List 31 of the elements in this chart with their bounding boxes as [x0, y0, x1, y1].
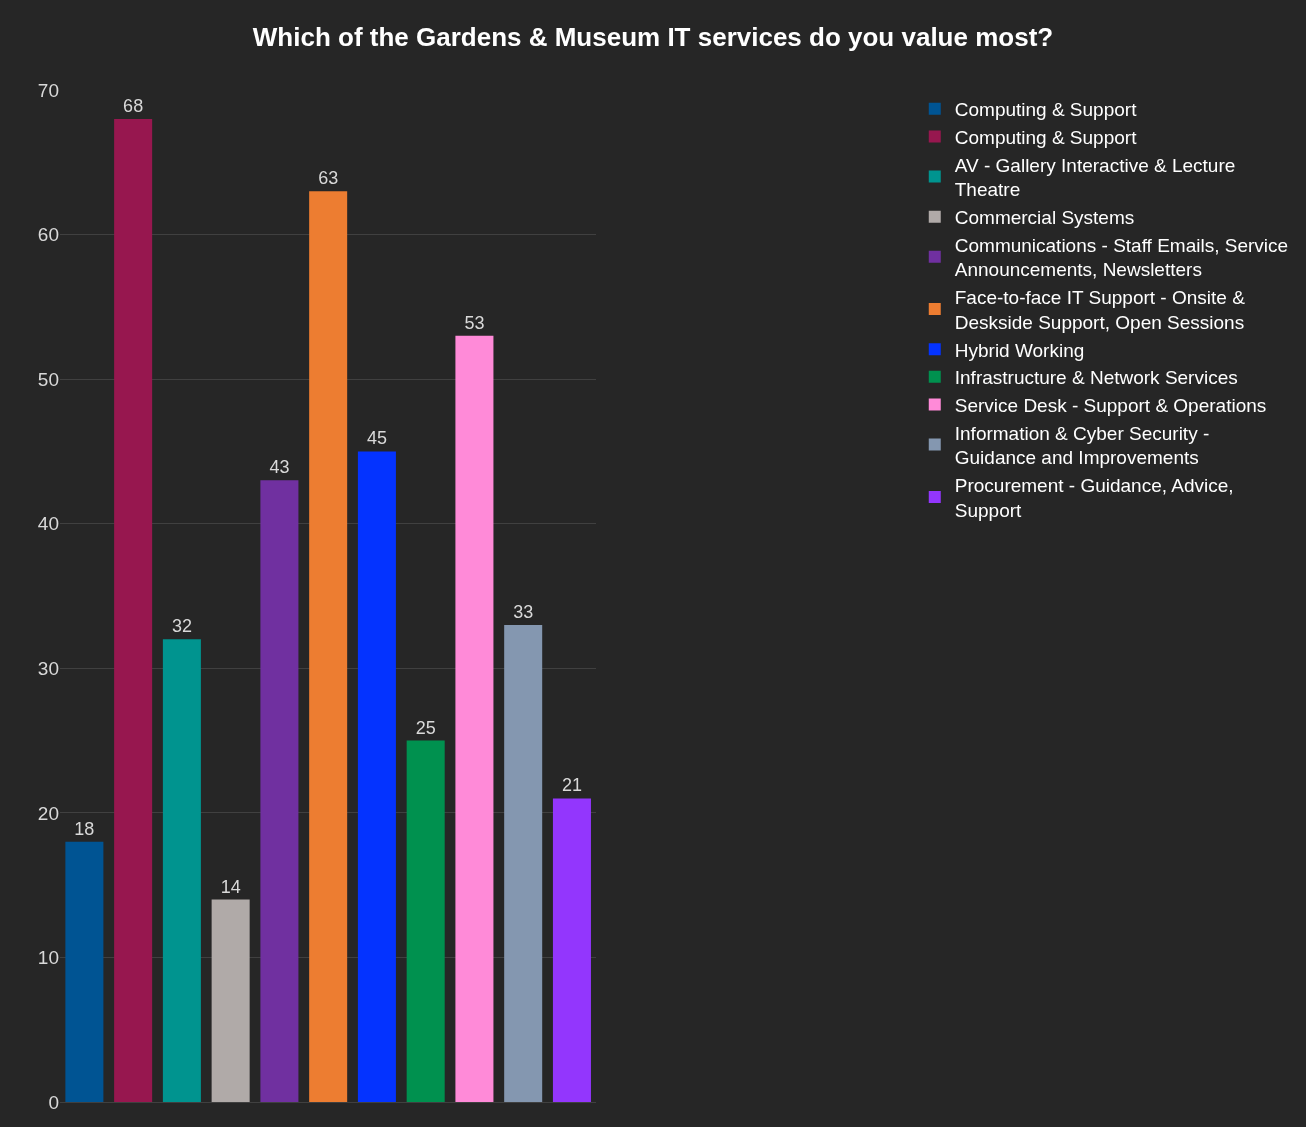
y-tick-label: 20 [37, 802, 59, 824]
data-label: 53 [464, 312, 485, 333]
y-tick-label: 10 [37, 947, 59, 969]
legend-label: Commercial Systems [954, 207, 1135, 229]
y-tick-label: 0 [48, 1091, 59, 1113]
data-label: 68 [123, 95, 144, 116]
y-tick-label: 30 [37, 657, 59, 679]
legend-label: Hybrid Working [954, 339, 1085, 361]
data-label: 45 [366, 428, 387, 449]
legend-label: Infrastructure & Network Services [954, 367, 1238, 389]
legend-label: Communications - Staff Emails, Service Announcements, Newsletters [954, 234, 1289, 281]
text: Which of the Gardens & Museum IT services do you value most? [252, 22, 1054, 53]
data-label: 43 [269, 457, 290, 478]
legend-label: Computing & Support [954, 99, 1138, 121]
legend-label: Information & Cyber Security - Guidance and Improvements [954, 422, 1210, 469]
data-label: 63 [318, 168, 339, 189]
legend-label: Service Desk - Support & Operations [954, 394, 1267, 416]
data-label: 14 [220, 876, 241, 897]
data-label: 33 [513, 601, 534, 622]
data-label: 25 [415, 717, 436, 738]
data-label: 18 [74, 818, 95, 839]
data-label: 21 [561, 775, 582, 796]
y-tick-label: 40 [37, 513, 59, 535]
legend-label: Procurement - Guidance, Advice, Support [954, 475, 1234, 521]
legend-label: AV - Gallery Interactive & Lecture Theatre [954, 154, 1236, 201]
legend-label: Face-to-face IT Support - Onsite & Deskside Support, Open Sessions [954, 287, 1246, 333]
y-tick-label: 50 [37, 368, 59, 390]
legend-label: Computing & Support [954, 126, 1138, 148]
y-tick-label: 70 [37, 79, 59, 101]
y-tick-label: 60 [37, 224, 59, 246]
data-label: 32 [171, 616, 192, 637]
